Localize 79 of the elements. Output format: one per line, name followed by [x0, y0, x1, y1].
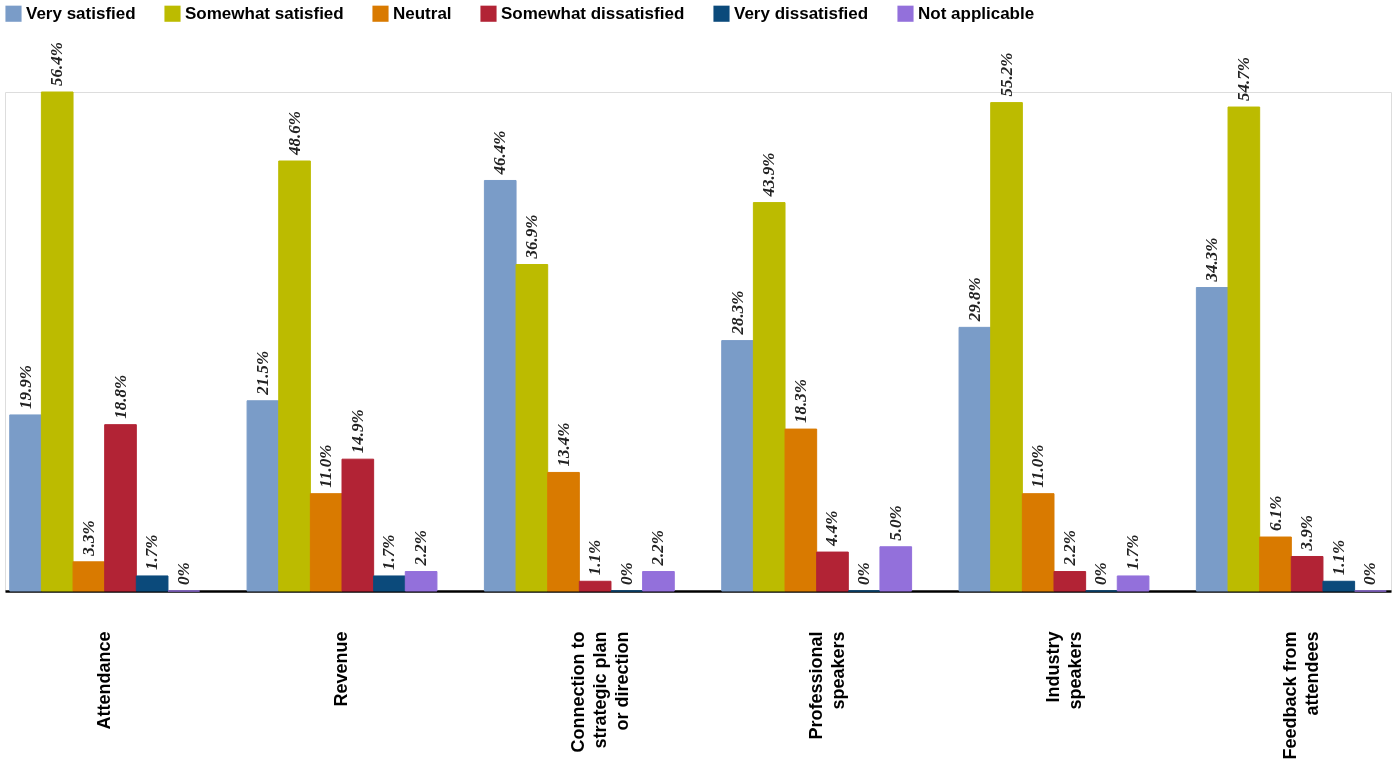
data-label: 36.9% [521, 214, 541, 260]
bar [341, 458, 375, 592]
legend-label: Very dissatisfied [734, 3, 869, 23]
data-label: 1.1% [585, 539, 605, 576]
legend-label: Somewhat satisfied [185, 3, 344, 23]
data-label: 14.9% [347, 409, 367, 454]
bar [816, 551, 849, 592]
data-label: 0% [616, 562, 636, 585]
bar [721, 340, 754, 592]
data-label: 18.3% [790, 379, 810, 424]
bar [958, 326, 992, 592]
data-label: 54.7% [1233, 57, 1253, 102]
bar [404, 571, 438, 592]
data-label: 4.4% [822, 510, 842, 548]
data-label: 3.9% [1297, 515, 1317, 552]
data-label: 18.8% [110, 374, 130, 419]
data-label: 21.5% [252, 350, 272, 396]
data-label: 28.3% [727, 290, 747, 336]
bar [1290, 555, 1324, 592]
data-label: 2.2% [1059, 530, 1079, 567]
data-label: 1.7% [1123, 534, 1143, 570]
data-label: 34.3% [1202, 237, 1222, 283]
data-label: 0% [1091, 562, 1111, 585]
data-label: 1.7% [379, 534, 399, 570]
data-label: 56.4% [47, 42, 67, 86]
data-label: 55.2% [996, 52, 1016, 97]
bar [9, 414, 42, 592]
bar [752, 202, 786, 592]
bar [1116, 575, 1150, 592]
bar [1195, 287, 1229, 592]
bar [784, 428, 818, 592]
bar [135, 575, 169, 592]
bar [1259, 536, 1292, 592]
legend-label: Not applicable [918, 3, 1035, 23]
data-label: 0% [854, 562, 874, 585]
x-tick-label: Feedback from attendees [1280, 631, 1323, 760]
bar [483, 179, 517, 592]
data-label: 3.3% [78, 520, 98, 557]
data-label: 13.4% [553, 422, 573, 467]
data-label: 1.1% [1328, 539, 1348, 576]
bar [278, 160, 311, 592]
data-label: 6.1% [1265, 495, 1285, 532]
data-label: 5.0% [885, 505, 905, 541]
data-label: 43.9% [759, 152, 779, 198]
bar [1227, 106, 1261, 592]
data-label: 19.9% [15, 365, 35, 409]
bar [309, 493, 343, 592]
legend-label: Very satisfied [26, 3, 136, 23]
bar [1322, 580, 1356, 592]
bar [642, 571, 675, 592]
data-label: 2.2% [648, 530, 668, 567]
data-label: 48.6% [284, 111, 304, 157]
x-tick-label: Connection to strategic plan or direction [568, 631, 633, 753]
bar [40, 91, 74, 592]
legend-label: Neutral [393, 3, 452, 23]
data-label: 0% [1360, 562, 1380, 585]
data-label: 1.7% [142, 534, 162, 570]
bar [990, 102, 1023, 592]
data-label: 46.4% [490, 130, 510, 176]
data-label: 29.8% [964, 277, 984, 323]
data-label: 11.0% [316, 444, 336, 488]
x-tick-label: Industry speakers [1042, 631, 1085, 710]
bar [1053, 571, 1087, 592]
bar [578, 580, 612, 592]
x-tick-label: Attendance [93, 631, 114, 730]
bar [72, 561, 106, 592]
x-tick-label: Professional speakers [805, 631, 848, 740]
bar [547, 471, 580, 592]
data-label: 0% [173, 562, 193, 585]
x-tick-label: Revenue [331, 631, 352, 707]
bar [104, 424, 137, 592]
legend-label: Somewhat dissatisfied [501, 3, 685, 23]
bar [515, 264, 549, 592]
data-label: 2.2% [411, 530, 431, 567]
bar [879, 546, 913, 592]
bar [246, 400, 280, 592]
bar [373, 575, 406, 592]
data-label: 11.0% [1028, 444, 1048, 488]
bar [1021, 493, 1055, 592]
